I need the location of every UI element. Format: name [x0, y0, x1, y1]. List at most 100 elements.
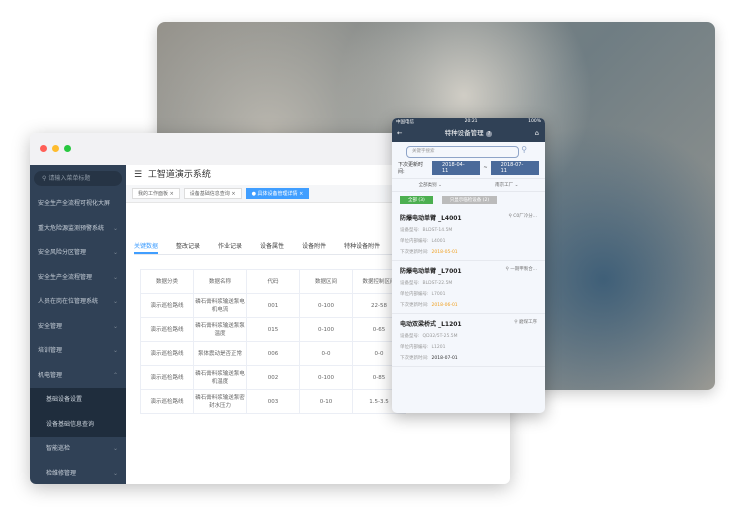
line-label: 设备型号: — [400, 334, 420, 339]
back-arrow-icon[interactable]: ← — [397, 129, 403, 137]
help-icon[interactable]: ? — [485, 131, 493, 137]
line-value: BLDST-14.5M — [422, 228, 453, 233]
sidebar-item[interactable]: 机电管理 ⌃ — [30, 364, 126, 389]
table-cell: 演示巡检路线 — [140, 317, 194, 342]
keyword-search-input[interactable]: 关键字搜索 — [406, 146, 519, 158]
line-value: 2018-07-01 — [431, 356, 458, 361]
content-tab[interactable]: 整改记录 — [176, 243, 201, 250]
clock: 20:21 — [464, 119, 478, 124]
carrier: 中国电信 — [396, 120, 414, 125]
chevron-icon: ⌄ — [112, 224, 118, 232]
table-cell: 磷石膏料浆输送泵电机温度 — [193, 365, 247, 390]
content-tab[interactable]: 设备附件 — [302, 243, 327, 250]
card-line: 单位内部编号: L7001 — [400, 291, 537, 297]
line-value: L7001 — [431, 292, 446, 297]
app-title: 工智道演示系统 — [147, 170, 211, 180]
tag-tab[interactable]: 我的工作面板 × — [132, 188, 180, 199]
card-name: 电动双梁桥式 _L1201 — [400, 321, 462, 328]
sidebar-item-label: 重大危险源监测预警系统 — [38, 224, 105, 232]
card-line: 设备型号: BLDST-22.5M — [400, 280, 537, 286]
table-cell: 演示巡检路线 — [140, 293, 194, 318]
search-icon[interactable]: ⚲ — [521, 145, 528, 154]
line-label: 设备型号: — [400, 228, 420, 233]
sidebar-item-label: 安全生产全流程管理 — [38, 273, 93, 281]
chevron-icon: ⌄ — [112, 469, 118, 477]
line-label: 下次更新时间: — [400, 250, 429, 255]
sidebar-subitem[interactable]: 设备基础信息查询 — [30, 412, 126, 437]
status-bar: 中国电信 20:21 100% — [392, 118, 545, 126]
date-to[interactable]: 2018-07-11 — [490, 161, 539, 175]
sidebar-item[interactable]: 重大危险源监测预警系统 ⌄ — [30, 217, 126, 242]
content-tab[interactable]: 关键数据 — [134, 241, 159, 254]
sidebar-item[interactable]: 安全生产全流程管理 ⌄ — [30, 266, 126, 291]
sidebar-item[interactable]: 检维修管理 ⌄ — [30, 462, 126, 485]
chip-special[interactable]: 只显示临检设备 (2) — [441, 196, 498, 204]
content-tab[interactable]: 作业记录 — [218, 243, 243, 250]
sidebar-item[interactable]: 培训管理 ⌄ — [30, 339, 126, 364]
sidebar-subitem[interactable]: 基础设备设置 — [30, 388, 126, 413]
table-cell: 006 — [246, 341, 300, 366]
chevron-icon: ⌄ — [112, 249, 118, 256]
table-cell: 0-100 — [299, 293, 353, 318]
tag-tab[interactable]: ● 具体设备管理详情 × — [245, 188, 310, 199]
table-cell: 002 — [246, 365, 300, 390]
card-title: 防爆电动单臂 _L7001 ⚲ 一期甲製合... — [400, 266, 537, 275]
chevron-icon: ⌄ — [112, 273, 118, 281]
equipment-card[interactable]: 电动双梁桥式 _L1201 ⚲ 磨煤工序 设备型号: QD32/5T-25.5M 单位内… — [392, 314, 545, 367]
hamburger-icon[interactable]: ☰ — [134, 170, 143, 180]
date-sep: ~ — [483, 165, 488, 171]
sidebar-item-label: 检维修管理 — [46, 469, 77, 477]
content-tab[interactable]: 设备属性 — [260, 243, 285, 250]
equipment-card[interactable]: 防爆电动单臂 _L7001 ⚲ 一期甲製合... 设备型号: BLDST-22.5M 单… — [392, 261, 545, 314]
card-line: 设备型号: QD32/5T-25.5M — [400, 333, 537, 339]
factory-filter-label: 南京工厂 — [495, 183, 514, 188]
sidebar-item-label: 人员在岗在位管理系统 — [38, 298, 99, 305]
sidebar-item[interactable]: 智能巡检 ⌄ — [30, 437, 126, 462]
date-from[interactable]: 2018-04-11 — [431, 161, 481, 175]
table-row: 演示巡检路线 磷石膏料浆输送泵密封水压力 003 0-10 1.5-3.5 — [140, 389, 406, 414]
close-dot[interactable] — [40, 145, 47, 152]
type-filter-label: 全部类别 — [418, 183, 437, 188]
table-cell: 泵体震动是否正常 — [193, 341, 247, 366]
line-label: 单位内部编号: — [400, 239, 429, 244]
content-tab[interactable]: 特种设备附件 — [344, 243, 381, 250]
table-cell: 0-100 — [299, 317, 353, 342]
table-row: 演示巡检路线 泵体震动是否正常 006 0-0 0-0 — [140, 341, 406, 366]
table-row: 演示巡检路线 磷石膏料浆输送泵电机温度 002 0-100 0-85 — [140, 365, 406, 390]
line-label: 单位内部编号: — [400, 345, 429, 350]
table-cell: 0-0 — [299, 341, 353, 366]
sidebar-item[interactable]: 安全生产全流程可视化大屏 — [30, 192, 126, 217]
sidebar-item[interactable]: 人员在岗在位管理系统 ⌄ — [30, 290, 126, 315]
card-line: 设备型号: BLDST-14.5M — [400, 227, 537, 233]
phone-app: 中国电信 20:21 100% ← 特种设备管理 ? ⌂ 关键字搜索 ⚲ 下次更新时… — [392, 118, 545, 413]
card-line: 单位内部编号: L1201 — [400, 344, 537, 350]
home-icon[interactable]: ⌂ — [534, 129, 539, 137]
header: ☰ 工智道演示系统 — [126, 165, 510, 185]
equipment-card[interactable]: 防爆电动单臂 _L4001 ⚲ C0厂冷分... 设备型号: BLDST-14.5M 单… — [392, 208, 545, 261]
menu-search-input[interactable]: ⚲ 请输入菜单标题 — [34, 171, 122, 186]
chip-all[interactable]: 全部 (3) — [400, 196, 433, 204]
factory-filter[interactable]: 南京工厂 ⌄ — [495, 183, 519, 188]
content-tabs: 关键数据 整改记录 作业记录 设备属性 设备附件 特种设备附件 — [134, 241, 510, 255]
sidebar-item-label: 安全生产全流程可视化大屏 — [38, 200, 111, 207]
card-location: ⚲ 一期甲製合... — [505, 266, 537, 275]
maximize-dot[interactable] — [64, 145, 71, 152]
minimize-dot[interactable] — [52, 145, 59, 152]
nav-bar: ← 特种设备管理 ? ⌂ — [392, 126, 545, 142]
location-text: 一期甲製合... — [510, 267, 537, 272]
table-cell: 0-100 — [299, 365, 353, 390]
type-filter[interactable]: 全部类别 ⌄ — [418, 183, 442, 188]
sidebar-item[interactable]: 安全管理 ⌄ — [30, 315, 126, 340]
table-cell: 0-10 — [299, 389, 353, 414]
line-value: 2018-06-01 — [431, 303, 458, 308]
card-line: 下次更新时间: 2018-06-01 — [400, 302, 537, 308]
column-header: 数据区间 — [299, 269, 353, 294]
sidebar: ⚲ 请输入菜单标题 安全生产全流程可视化大屏 重大危险源监测预警系统 ⌄ 安全风险分区… — [30, 165, 126, 484]
column-header: 数据名称 — [193, 269, 247, 294]
line-value: L4001 — [431, 239, 446, 244]
sidebar-item[interactable]: 安全风险分区管理 ⌄ — [30, 241, 126, 266]
card-line: 单位内部编号: L4001 — [400, 238, 537, 244]
tag-tab[interactable]: 设备基础信息查询 × — [183, 188, 242, 199]
column-header: 数据分类 — [140, 269, 194, 294]
card-title: 防爆电动单臂 _L4001 ⚲ C0厂冷分... — [400, 213, 537, 222]
